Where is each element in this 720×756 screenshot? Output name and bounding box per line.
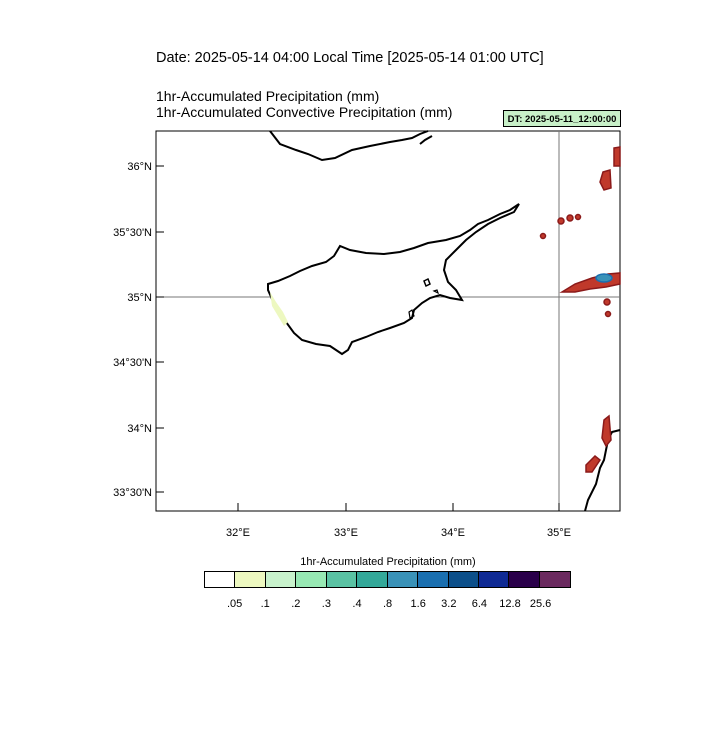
date-line: Date: 2025-05-14 04:00 Local Time [2025-… bbox=[156, 50, 544, 66]
lon-label: 34°E bbox=[441, 527, 465, 539]
dt-badge: DT: 2025-05-11_12:00:00 bbox=[503, 110, 621, 127]
lat-label: 34°N bbox=[127, 423, 152, 435]
convective-precip-cells bbox=[539, 146, 621, 473]
islet bbox=[432, 289, 440, 295]
precip-west-cyprus bbox=[270, 292, 288, 326]
cyprus-island bbox=[267, 203, 520, 356]
lon-ticks bbox=[237, 503, 560, 511]
colorbar-label: .3 bbox=[321, 598, 331, 610]
colorbar-swatch bbox=[539, 572, 571, 587]
lat-label: 35°30'N bbox=[113, 227, 152, 239]
colorbar-label: .8 bbox=[383, 598, 393, 610]
colorbar-label: .1 bbox=[260, 598, 270, 610]
colorbar-swatch bbox=[418, 572, 449, 587]
lat-label: 34°30'N bbox=[113, 357, 152, 369]
precip-cell bbox=[599, 169, 612, 191]
precip-cell bbox=[566, 214, 574, 222]
colorbar-label: 3.2 bbox=[441, 598, 457, 610]
precip-cell bbox=[585, 454, 602, 473]
lat-label: 35°N bbox=[127, 292, 152, 304]
colorbar-label: .05 bbox=[226, 598, 243, 610]
colorbar-label: 6.4 bbox=[471, 598, 488, 610]
colorbar-swatch bbox=[387, 572, 419, 587]
lon-label: 32°E bbox=[226, 527, 250, 539]
islet bbox=[408, 309, 415, 319]
colorbar-swatch bbox=[357, 572, 388, 587]
colorbar-label: .2 bbox=[291, 598, 301, 610]
lon-label: 33°E bbox=[334, 527, 358, 539]
colorbar-swatch bbox=[478, 572, 510, 587]
precip-cell bbox=[603, 298, 611, 306]
colorbar-swatch bbox=[205, 572, 236, 587]
precip-cell bbox=[539, 232, 547, 240]
turkey-coast-fragment bbox=[419, 135, 433, 145]
colorbar-swatch bbox=[509, 572, 540, 587]
precip-cell bbox=[613, 146, 621, 167]
colorbar bbox=[204, 571, 572, 588]
lat-label: 33°30'N bbox=[113, 487, 152, 499]
map-frame bbox=[155, 130, 621, 512]
turkey-coastline bbox=[269, 130, 429, 162]
lat-ticks bbox=[156, 165, 164, 493]
precip-cell bbox=[604, 310, 612, 318]
title-convective-precipitation: 1hr-Accumulated Convective Precipitation… bbox=[156, 104, 453, 120]
colorbar-label: .4 bbox=[352, 598, 362, 610]
colorbar-swatch bbox=[448, 572, 479, 587]
lat-label: 36°N bbox=[127, 161, 152, 173]
precip-cell bbox=[601, 414, 612, 448]
colorbar-title: 1hr-Accumulated Precipitation (mm) bbox=[300, 556, 476, 568]
colorbar-swatch bbox=[296, 572, 327, 587]
title-precipitation: 1hr-Accumulated Precipitation (mm) bbox=[156, 88, 380, 104]
colorbar-label: 12.8 bbox=[499, 598, 521, 610]
lon-label: 35°E bbox=[547, 527, 571, 539]
colorbar-label: 1.6 bbox=[410, 598, 426, 610]
colorbar-swatch bbox=[326, 572, 358, 587]
precip-core bbox=[595, 273, 613, 283]
precip-cell bbox=[574, 213, 582, 221]
precip-cell bbox=[557, 217, 565, 225]
colorbar-swatch bbox=[265, 572, 297, 587]
colorbar-swatch bbox=[235, 572, 266, 587]
islet bbox=[423, 277, 431, 288]
colorbar-label: 25.6 bbox=[529, 598, 552, 610]
